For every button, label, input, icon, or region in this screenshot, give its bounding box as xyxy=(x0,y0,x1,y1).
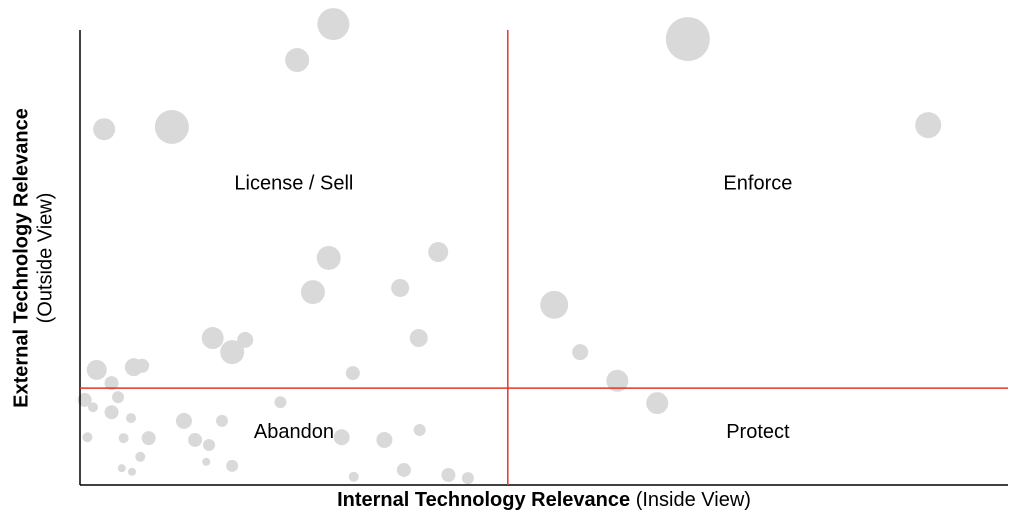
bubble xyxy=(349,472,359,482)
x-axis-label: Internal Technology Relevance (Inside Vi… xyxy=(337,489,751,511)
bubble xyxy=(376,432,392,448)
bubble xyxy=(135,359,149,373)
y-axis-subtitle: (Outside View) xyxy=(34,193,56,324)
bubble xyxy=(410,329,428,347)
quadrant-label: License / Sell xyxy=(234,172,353,194)
bubble xyxy=(285,48,309,72)
bubble xyxy=(334,429,350,445)
bubble xyxy=(119,433,129,443)
bubble xyxy=(135,452,145,462)
bubble xyxy=(216,415,228,427)
bubble xyxy=(274,396,286,408)
bubble xyxy=(441,468,455,482)
bubble xyxy=(88,402,98,412)
bubble xyxy=(126,413,136,423)
bubble xyxy=(397,463,411,477)
bubble xyxy=(572,344,588,360)
x-axis-title: Internal Technology Relevance xyxy=(337,489,630,511)
bubble xyxy=(540,291,568,319)
bubble xyxy=(93,118,115,140)
bubble xyxy=(142,431,156,445)
bubble xyxy=(666,17,710,61)
bubble xyxy=(118,464,126,472)
quadrant-label: Protect xyxy=(726,421,790,443)
bubble xyxy=(346,366,360,380)
bubble xyxy=(112,391,124,403)
bubbles xyxy=(78,8,942,484)
bubble xyxy=(176,413,192,429)
quadrant-label: Enforce xyxy=(723,172,792,194)
bubble xyxy=(82,432,92,442)
bubble xyxy=(317,246,341,270)
bubble xyxy=(317,8,349,40)
bubble xyxy=(87,360,107,380)
quadrant-label: Abandon xyxy=(254,421,334,443)
bubble xyxy=(301,280,325,304)
bubble xyxy=(915,112,941,138)
bubble xyxy=(202,327,224,349)
bubble xyxy=(226,460,238,472)
bubble xyxy=(155,110,189,144)
bubble xyxy=(646,392,668,414)
x-axis-subtitle: (Inside View) xyxy=(636,489,751,511)
bubble xyxy=(462,472,474,484)
bubble xyxy=(128,468,136,476)
bubble xyxy=(237,332,253,348)
bubble xyxy=(105,405,119,419)
bubble xyxy=(428,242,448,262)
y-axis-title: External Technology Relevance xyxy=(10,108,32,408)
bubble xyxy=(414,424,426,436)
bubble xyxy=(391,279,409,297)
bubble xyxy=(203,439,215,451)
bubble xyxy=(188,433,202,447)
bubble xyxy=(202,458,210,466)
